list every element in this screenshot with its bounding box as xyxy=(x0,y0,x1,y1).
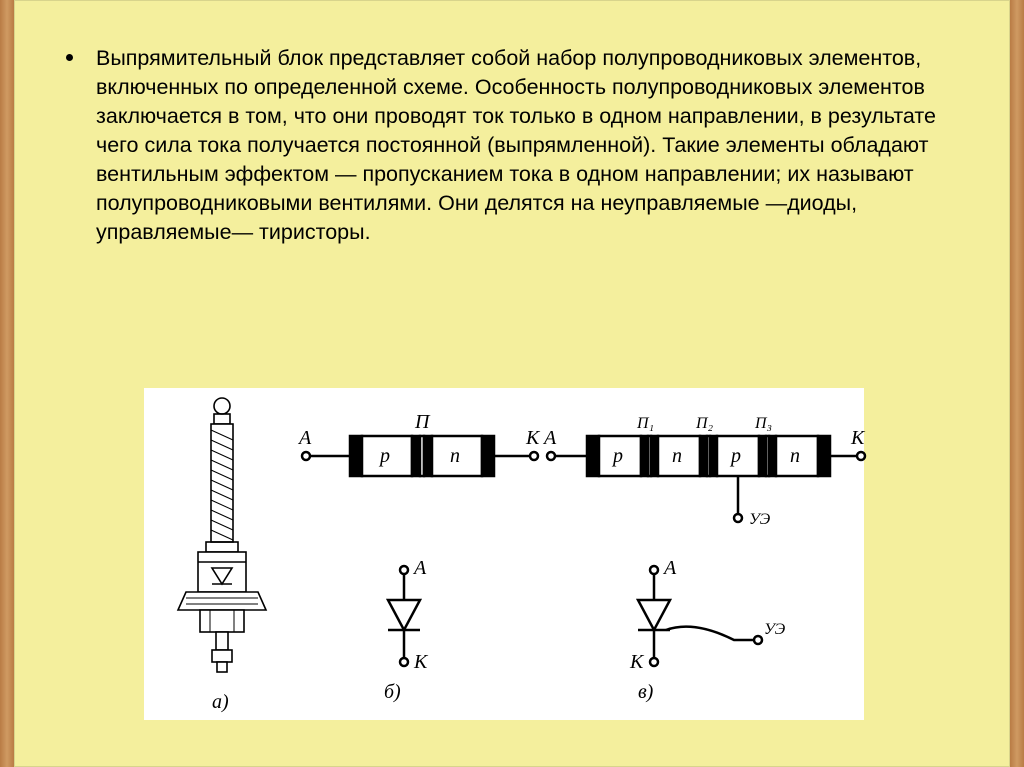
label-n2: п xyxy=(790,445,800,467)
label-P1: П₁ xyxy=(636,415,654,432)
wood-border-right xyxy=(1010,0,1024,767)
label-P3: П₃ xyxy=(754,415,772,432)
label-p: p xyxy=(378,445,390,467)
label-n: п xyxy=(450,445,460,467)
slide: Выпрямительный блок представляет собой н… xyxy=(14,0,1010,767)
label-A: А xyxy=(662,558,677,579)
caption-a: а) xyxy=(212,691,229,713)
label-K: К xyxy=(629,651,645,673)
label-n1: п xyxy=(672,445,682,467)
wood-border-left xyxy=(0,0,14,767)
label-A: А xyxy=(412,558,427,579)
label-P: П xyxy=(414,411,431,433)
diode-block: А К П p п xyxy=(294,406,544,496)
caption-v: в) xyxy=(638,681,654,703)
paragraph-text: Выпрямительный блок представляет собой н… xyxy=(96,46,936,244)
label-UE: УЭ xyxy=(764,621,786,638)
label-p2: p xyxy=(729,445,741,467)
text-block: Выпрямительный блок представляет собой н… xyxy=(96,44,940,247)
label-p1: p xyxy=(611,445,623,467)
label-P2: П₂ xyxy=(695,415,714,432)
thyristor-symbol: А К УЭ в) xyxy=(584,558,804,708)
diode-symbol: А К б) xyxy=(354,558,474,708)
diagram-area: а) А К П p п xyxy=(144,388,864,720)
label-UE: УЭ xyxy=(749,511,771,528)
component-drawing: а) xyxy=(162,390,282,720)
bullet-icon xyxy=(66,54,73,61)
label-A: А xyxy=(542,427,557,449)
thyristor-block: А К П₁ П₂ П₃ p п p п УЭ xyxy=(539,406,869,546)
caption-b: б) xyxy=(384,681,401,703)
label-K: К xyxy=(413,651,429,673)
label-K: К xyxy=(850,427,866,449)
label-A: А xyxy=(297,427,312,449)
